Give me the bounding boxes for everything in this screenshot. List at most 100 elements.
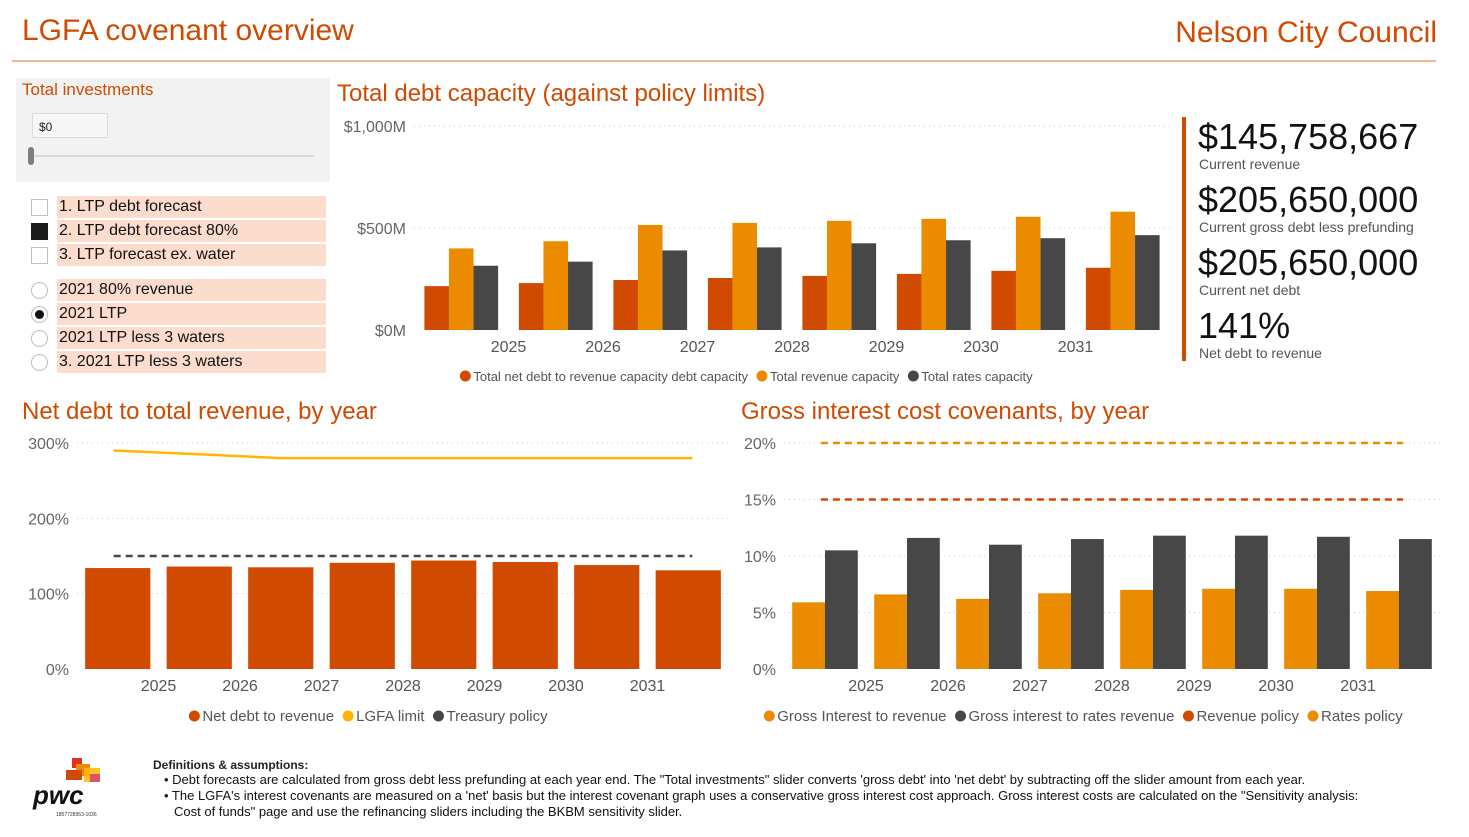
revenue-radio[interactable] <box>31 306 48 323</box>
bar-1 <box>802 275 827 330</box>
revenue-radio[interactable] <box>31 354 48 371</box>
kpi-net-debt-value: $205,650,000 <box>1198 242 1419 283</box>
bar-3 <box>568 261 593 330</box>
y-tick-label: 100% <box>28 587 69 604</box>
bar-2 <box>1071 539 1104 669</box>
x-tick-label: 2025 <box>491 339 527 356</box>
bar-1 <box>424 286 449 330</box>
bar-3 <box>1040 238 1066 330</box>
bar-3 <box>946 240 971 330</box>
bar-1 <box>1120 589 1153 669</box>
kpi-ratio-value: 141% <box>1198 305 1291 346</box>
net-debt-chart: 0% 100% 200% 300% 2025 2026 2027 2028 2029 2030 20… <box>28 436 729 725</box>
bar-1 <box>655 570 721 669</box>
investments-value-input[interactable]: $0 <box>32 113 108 138</box>
footer-title: Definitions & assumptions: <box>153 758 309 772</box>
bar-3 <box>662 250 688 330</box>
interest-chart: 0% 5% 10% 15% 20% 2025 2026 2027 2028 2029 2030 203… <box>744 436 1440 725</box>
bar-1 <box>1284 588 1317 669</box>
y-tick-label: 20% <box>744 436 776 453</box>
chart-legend: Gross Interest to revenue Gross interest … <box>763 708 1403 725</box>
bar-3 <box>473 265 499 330</box>
kpi-net-debt-label: Current net debt <box>1199 282 1301 298</box>
scenario-checkbox[interactable] <box>31 199 48 216</box>
scenario-label: 1. LTP debt forecast <box>57 196 326 218</box>
page-title: LGFA covenant overview <box>22 14 354 47</box>
x-tick-label: 2031 <box>1340 678 1376 695</box>
x-tick-label: 2026 <box>930 678 966 695</box>
revenue-option-2[interactable]: 2021 LTP <box>30 303 326 325</box>
debt-capacity-chart-title: Total debt capacity (against policy limi… <box>337 80 766 107</box>
bar-2 <box>448 248 474 330</box>
scenario-checkbox[interactable] <box>31 223 48 240</box>
x-tick-label: 2030 <box>963 339 999 356</box>
revenue-label: 2021 LTP <box>57 303 326 325</box>
x-tick-label: 2030 <box>1258 678 1294 695</box>
legend-label: Gross interest to rates revenue <box>969 708 1175 725</box>
bar-1 <box>896 273 922 330</box>
bar-1 <box>1038 593 1071 669</box>
bar-2 <box>637 224 663 330</box>
bar-2 <box>1399 539 1432 669</box>
legend-marker <box>1182 710 1194 722</box>
legend-marker <box>763 710 775 722</box>
x-tick-label: 2027 <box>680 339 716 356</box>
bar-1 <box>574 565 640 669</box>
revenue-radio[interactable] <box>31 330 48 347</box>
x-tick-label: 2027 <box>304 678 340 695</box>
legend-marker <box>342 710 354 722</box>
x-tick-label: 2031 <box>630 678 666 695</box>
bar-2 <box>1235 535 1268 669</box>
legend-label: Total rates capacity <box>921 369 1033 384</box>
interest-chart-title: Gross interest cost covenants, by year <box>741 398 1150 425</box>
bar-2 <box>732 222 758 330</box>
legend-label: LGFA limit <box>356 708 425 725</box>
legend-label: Treasury policy <box>446 708 548 725</box>
kpi-accent-bar <box>1182 117 1186 361</box>
x-tick-label: 2027 <box>1012 678 1048 695</box>
x-tick-label: 2026 <box>222 678 258 695</box>
kpi-current-revenue-label: Current revenue <box>1199 156 1301 172</box>
investments-slider-handle[interactable] <box>28 147 34 165</box>
kpi-gross-debt-label: Current gross debt less prefunding <box>1199 219 1414 235</box>
scenario-option-2[interactable]: 2. LTP debt forecast 80% <box>30 220 326 242</box>
revenue-option-1[interactable]: 2021 80% revenue <box>30 279 326 301</box>
bar-1 <box>1085 267 1111 330</box>
y-tick-label: 300% <box>28 436 69 453</box>
client-name: Nelson City Council <box>1175 16 1437 49</box>
bar-2 <box>826 220 852 330</box>
x-tick-label: 2029 <box>869 339 905 356</box>
legend-label: Rates policy <box>1321 708 1403 725</box>
scenario-option-1[interactable]: 1. LTP debt forecast <box>30 196 326 218</box>
pwc-logo-icon: pwc 1857728953-1036 <box>32 758 100 818</box>
bar-1 <box>956 598 989 669</box>
y-tick-label: 5% <box>753 606 776 623</box>
revenue-label: 2021 80% revenue <box>57 279 326 301</box>
x-tick-label: 2026 <box>585 339 621 356</box>
bar-1 <box>991 270 1016 330</box>
revenue-label: 3. 2021 LTP less 3 waters <box>57 351 326 373</box>
revenue-option-4[interactable]: 3. 2021 LTP less 3 waters <box>30 351 326 373</box>
legend-label: Total net debt to revenue capacity debt … <box>473 369 748 384</box>
revenue-option-3[interactable]: 2021 LTP less 3 waters <box>30 327 326 349</box>
chart-legend: Net debt to revenue LGFA limit Treasury po… <box>188 708 548 725</box>
investments-slicer-title: Total investments <box>22 80 154 99</box>
bar-1 <box>411 560 477 669</box>
legend-marker <box>188 710 200 722</box>
legend-label: Net debt to revenue <box>202 708 334 725</box>
bar-2 <box>1110 211 1136 330</box>
revenue-radio[interactable] <box>31 282 48 299</box>
chart-legend: Total net debt to revenue capacity debt … <box>459 369 1033 384</box>
y-tick-label: 200% <box>28 511 69 528</box>
bar-2 <box>825 550 858 669</box>
investments-slider-track[interactable] <box>34 155 314 157</box>
scenario-option-3[interactable]: 3. LTP forecast ex. water <box>30 244 326 266</box>
bar-2 <box>543 241 569 330</box>
bar-1 <box>1202 588 1235 669</box>
scenario-checkbox[interactable] <box>31 247 48 264</box>
bar-2 <box>1015 216 1041 330</box>
y-tick-label: 10% <box>744 549 776 566</box>
bar-1 <box>707 277 733 330</box>
bar-2 <box>989 544 1022 669</box>
x-tick-label: 2028 <box>385 678 421 695</box>
